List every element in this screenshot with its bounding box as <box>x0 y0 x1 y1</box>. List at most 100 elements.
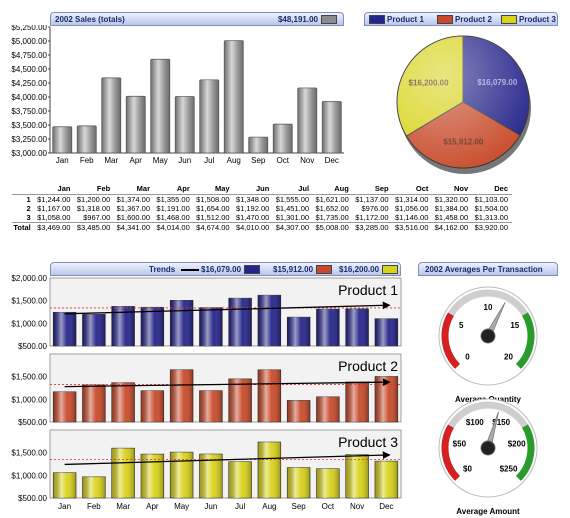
x-tick-label: Jun <box>204 502 217 511</box>
trend-bar-shine <box>257 369 281 422</box>
table-cell: $1,348.00 <box>235 195 270 204</box>
trend-bar-shine <box>111 382 135 422</box>
y-tick-label: $1,500.00 <box>11 373 47 382</box>
x-tick-label: Nov <box>350 502 364 511</box>
table-header-cell: Oct <box>392 184 433 195</box>
x-tick-label: Oct <box>277 156 290 165</box>
pie-legend: Product 1 Product 2 Product 3 <box>364 12 558 26</box>
table-cell: $1,621.00 <box>315 195 349 204</box>
table-cell: $1,167.00 <box>37 204 71 213</box>
table-cell: $1,137.00 <box>355 195 389 204</box>
y-tick-label: $1,000.00 <box>11 471 47 480</box>
gauge-hub-icon <box>480 328 496 344</box>
gauge-tick-label: 20 <box>504 353 513 362</box>
table-cell: $1,468.00 <box>156 213 190 222</box>
gauge-tick-label: 0 <box>465 353 470 362</box>
x-tick-label: Feb <box>80 156 94 165</box>
table-cell: $1,244.00 <box>37 195 71 204</box>
y-tick-label: $4,750.00 <box>11 51 47 60</box>
table-cell: $1,504.00 <box>474 204 508 213</box>
x-tick-label: Aug <box>227 156 241 165</box>
gauge-band <box>447 401 529 428</box>
table-cell: $3,469.00 <box>34 222 75 232</box>
y-tick-label: $1,500.00 <box>11 297 47 306</box>
legend-product-1: Product 1 <box>387 15 424 24</box>
gauge-band <box>441 424 461 481</box>
table-header-cell: Feb <box>74 184 115 195</box>
trend-bar-shine <box>82 476 106 498</box>
x-tick-label: Jul <box>235 502 245 511</box>
trend-arrow-p2 <box>64 378 391 388</box>
table-cell: 3 <box>26 213 31 222</box>
trend-panel-3 <box>49 429 402 499</box>
x-tick-label: Mar <box>116 502 130 511</box>
table-cell: $1,103.00 <box>474 195 508 204</box>
y-tick-label: $4,250.00 <box>11 79 47 88</box>
trend-panel-title-3: Product 3 <box>338 434 398 450</box>
table-cell: $3,516.00 <box>392 222 433 232</box>
table-cell: $3,285.00 <box>352 222 393 232</box>
trend-bar-shine <box>140 390 164 422</box>
trends-total-3: $16,200.00 <box>339 265 380 274</box>
gauge-tick-label: $200 <box>508 439 526 448</box>
trend-bar-shine <box>228 461 252 498</box>
y-tick-label: $5,000.00 <box>11 37 47 46</box>
trends-label: Trends <box>149 265 176 274</box>
trend-bar-shine <box>82 314 106 346</box>
table-header-cell: Jul <box>273 184 314 195</box>
legend-product-2: Product 2 <box>455 15 492 24</box>
y-tick-label: $4,000.00 <box>11 93 47 102</box>
gauge-band <box>441 312 461 369</box>
sales-bar-jan <box>52 126 73 154</box>
trend-bar-shine <box>374 376 398 422</box>
table-cell: 1 <box>26 195 31 204</box>
gauge-tick-label: 10 <box>484 303 493 312</box>
table-cell: $4,162.00 <box>432 222 473 232</box>
trend-bar-shine <box>345 454 369 498</box>
trend-bar-shine <box>316 396 340 422</box>
trend-panel-2 <box>49 353 402 423</box>
trend-bar-shine <box>228 298 252 346</box>
trend-bar-shine <box>53 391 77 422</box>
trend-bar-shine <box>287 400 311 422</box>
trend-bar-shine <box>374 318 398 346</box>
sales-chart-title: 2002 Sales (totals) <box>55 15 125 24</box>
x-tick-label: Mar <box>104 156 118 165</box>
trend-arrow-p1 <box>64 301 391 315</box>
sales-bar-aug <box>223 40 244 154</box>
trend-bar-shine <box>257 442 281 498</box>
y-tick-label: $500.00 <box>18 342 47 351</box>
table-cell: $1,470.00 <box>235 213 270 222</box>
gauge-band <box>515 312 535 369</box>
table-cell: $1,058.00 <box>37 213 71 222</box>
y-tick-label: $2,000.00 <box>11 274 47 283</box>
trends-total-2: $15,912.00 <box>273 265 314 274</box>
gauge-tick-label: $50 <box>453 439 467 448</box>
trend-bar-shine <box>170 369 194 422</box>
table-header-cell: Apr <box>154 184 194 195</box>
sales-table: Jan Feb Mar Apr May Jun Jul Aug Sep Oct Nov Dec 1 $1… <box>12 184 512 232</box>
x-tick-label: Sep <box>292 502 307 511</box>
sales-bar-jun <box>174 96 195 154</box>
product3-swatch-icon <box>382 265 399 275</box>
table-cell: $1,172.00 <box>355 213 389 222</box>
y-tick-label: $1,000.00 <box>11 395 47 404</box>
table-cell: $1,191.00 <box>156 204 190 213</box>
gauge-tick-label: $0 <box>463 465 472 474</box>
table-cell: $1,314.00 <box>395 195 429 204</box>
trend-bar-charts: $500.00 $1,000.00 $1,500.00 $2,000.00 Produc… <box>11 274 402 511</box>
gauge-hub-icon <box>480 440 496 456</box>
table-row: 3 $1,058.00 $967.00 $1,600.00 $1,468.00 $1,51… <box>12 213 512 223</box>
table-cell: Total <box>12 222 35 232</box>
table-header-cell: Jan <box>34 184 75 195</box>
trend-bar-shine <box>170 300 194 346</box>
trend-bar-shine <box>316 309 340 346</box>
y-tick-label: $3,500.00 <box>11 121 47 130</box>
trend-bar-shine <box>287 467 311 498</box>
table-cell: $1,512.00 <box>196 213 230 222</box>
trend-bar-shine <box>111 306 135 346</box>
table-header-cell: Mar <box>114 184 155 195</box>
sales-bar-chart: $3,000.00 $3,250.00 $3,500.00 $3,750.00 $4,0… <box>11 25 344 165</box>
trend-arrow-p3 <box>64 451 391 466</box>
table-header-cell: Jun <box>233 184 274 195</box>
